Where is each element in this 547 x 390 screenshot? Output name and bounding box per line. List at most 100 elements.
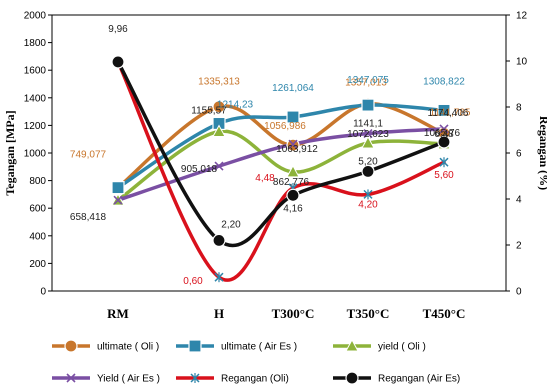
marker-stroke xyxy=(363,128,373,139)
data-label: 1214,23 xyxy=(217,99,254,110)
marker-stroke xyxy=(214,161,224,171)
data-point xyxy=(363,189,373,200)
legend-item: ultimate ( Oli ) xyxy=(52,339,159,353)
data-labels: 749,0771335,3131056,9861357,0131141,7851… xyxy=(70,24,471,287)
legend-swatch-marker xyxy=(345,338,359,352)
data-label: 1261,064 xyxy=(272,83,314,94)
y-tick-label: 1400 xyxy=(24,93,47,104)
data-point xyxy=(286,164,300,178)
data-label: 1155,57 xyxy=(191,106,227,117)
x-category-label: H xyxy=(214,306,224,321)
data-label: 1357,013 xyxy=(345,78,387,89)
x-category-label: RM xyxy=(107,306,129,321)
data-point xyxy=(212,124,226,138)
x-category-label: T350°C xyxy=(347,306,390,321)
data-point xyxy=(286,188,300,202)
y-tick-label: 800 xyxy=(29,176,46,187)
y-tick-label: 2000 xyxy=(24,11,47,22)
series-line xyxy=(116,129,446,202)
y-tick-label: 1000 xyxy=(24,149,47,160)
y-tick-label: 200 xyxy=(29,259,46,270)
marker-stroke xyxy=(288,139,298,149)
data-point xyxy=(361,135,375,149)
data-label: 1174,406 xyxy=(428,108,469,119)
data-label: 658,418 xyxy=(70,212,107,223)
legend-item: ultimate ( Air Es ) xyxy=(176,339,297,353)
data-label: 1335,313 xyxy=(198,77,240,88)
legend-item: Regangan (Air Es) xyxy=(333,371,460,385)
data-point xyxy=(361,164,375,178)
legend-label: Regangan (Oli) xyxy=(221,374,289,385)
legend-swatch-marker xyxy=(64,339,78,353)
legend-swatch-marker xyxy=(188,339,202,353)
y-tick-label: 1200 xyxy=(24,121,47,132)
y-tick-label: 400 xyxy=(29,231,46,242)
legend-item: yield ( Oli ) xyxy=(333,338,426,353)
data-label: 1056,986 xyxy=(264,121,306,132)
marker-stroke xyxy=(113,195,123,205)
data-label: 1063,912 xyxy=(276,144,318,155)
x-category-label: T450°C xyxy=(423,306,466,321)
legend-item: Regangan (Oli) xyxy=(176,373,289,385)
series-markers xyxy=(111,55,451,283)
data-label: 5,60 xyxy=(434,170,454,181)
x-category-label: T300°C xyxy=(272,306,315,321)
data-point xyxy=(111,55,125,69)
right-y-axis: 0 2 4 6 8 10 12 xyxy=(506,11,528,298)
left-y-axis: 0 200 400 600 800 1000 1200 1400 1600 1800 2000 xyxy=(24,11,52,298)
legend-swatch-marker xyxy=(345,371,359,385)
y-axis-title: Tegangan [MPa] xyxy=(3,110,17,195)
data-label: 1072,623 xyxy=(347,129,389,140)
legend-label: ultimate ( Oli ) xyxy=(97,342,159,353)
data-label: 2,20 xyxy=(221,219,241,230)
y2-tick-label: 10 xyxy=(516,57,528,68)
data-point xyxy=(214,272,224,283)
series-line xyxy=(116,60,446,282)
y-tick-label: 1600 xyxy=(24,66,47,77)
data-label: 9,96 xyxy=(108,24,128,35)
data-point xyxy=(437,135,451,149)
data-label: 1141,1 xyxy=(353,119,383,130)
legend-label: ultimate ( Air Es ) xyxy=(221,342,297,353)
data-point xyxy=(363,128,373,139)
data-point xyxy=(288,139,298,149)
data-point xyxy=(113,195,123,205)
data-label: 1065,76 xyxy=(424,128,461,139)
data-point xyxy=(214,161,224,171)
y-tick-label: 600 xyxy=(29,204,46,215)
y-tick-label: 0 xyxy=(40,287,46,298)
y2-tick-label: 2 xyxy=(516,241,522,252)
y2-tick-label: 0 xyxy=(516,287,522,298)
data-label: 6,48 xyxy=(434,129,454,140)
data-label: 905,018 xyxy=(181,164,218,175)
legend-label: Yield ( Air Es ) xyxy=(97,374,160,385)
data-point xyxy=(212,100,226,114)
data-label: 1141,785 xyxy=(430,107,471,118)
data-label: 5,20 xyxy=(358,156,378,167)
y2-tick-label: 6 xyxy=(516,149,522,160)
y-tick-label: 1800 xyxy=(24,38,47,49)
data-label: 1308,822 xyxy=(423,76,465,87)
legend-swatch-marker xyxy=(190,373,200,383)
data-point xyxy=(286,110,300,124)
y2-axis-title: Regangan (%) xyxy=(537,116,547,190)
data-point xyxy=(212,233,226,247)
series-line xyxy=(116,60,446,248)
data-label: 862,776 xyxy=(273,177,310,188)
legend-swatch-marker xyxy=(66,373,76,383)
data-point xyxy=(361,98,375,112)
data-label: 1347,075 xyxy=(347,75,389,86)
data-label: 0,60 xyxy=(183,276,203,287)
data-point xyxy=(439,124,449,134)
legend-label: Regangan (Air Es) xyxy=(378,374,460,385)
series-lines xyxy=(116,60,446,282)
data-point xyxy=(111,181,125,195)
y2-tick-label: 8 xyxy=(516,103,522,114)
data-label: 749,077 xyxy=(70,150,107,161)
legend: ultimate ( Oli ) ultimate ( Air Es ) yield… xyxy=(52,338,460,385)
data-point xyxy=(439,157,449,168)
y2-tick-label: 12 xyxy=(516,11,528,22)
data-label: 4,48 xyxy=(255,173,275,184)
